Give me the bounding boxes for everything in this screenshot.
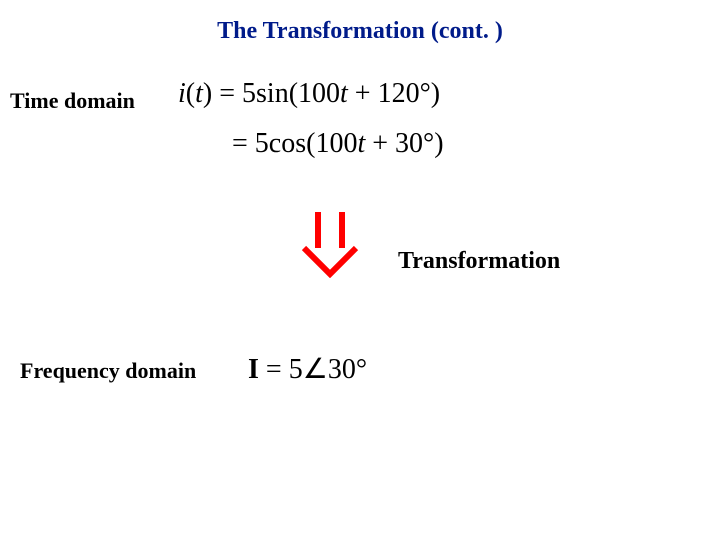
coef: 5 — [255, 128, 269, 159]
func-cos: cos(100 — [269, 128, 358, 159]
equals: = — [259, 354, 289, 385]
var-i: i — [178, 78, 186, 109]
slide: The Transformation (cont. ) Time domain … — [0, 0, 720, 540]
angle-symbol: ∠ — [303, 354, 328, 385]
equals: = — [232, 128, 255, 159]
magnitude: 5 — [289, 354, 303, 385]
paren-close: ) — [203, 78, 212, 109]
transformation-label: Transformation — [398, 248, 560, 275]
paren-open: ( — [186, 78, 195, 109]
equation-time-sin: i(t) = 5sin(100t + 120°) — [178, 78, 440, 110]
coef: 5 — [242, 78, 256, 109]
plus-angle: + 120°) — [348, 78, 440, 109]
plus-angle: + 30°) — [365, 128, 443, 159]
func-sin: sin(100 — [256, 78, 340, 109]
slide-title: The Transformation (cont. ) — [0, 18, 720, 45]
frequency-domain-label: Frequency domain — [20, 358, 196, 384]
var-t: t — [195, 78, 203, 109]
angle-value: 30° — [328, 354, 367, 385]
var-t-inside: t — [340, 78, 348, 109]
time-domain-label: Time domain — [10, 88, 135, 114]
equals: = — [212, 78, 242, 109]
equation-phasor: I = 5∠30° — [248, 352, 367, 386]
var-I: I — [248, 354, 259, 385]
equation-time-cos: = 5cos(100t + 30°) — [232, 128, 444, 160]
down-arrow-icon — [300, 208, 360, 283]
